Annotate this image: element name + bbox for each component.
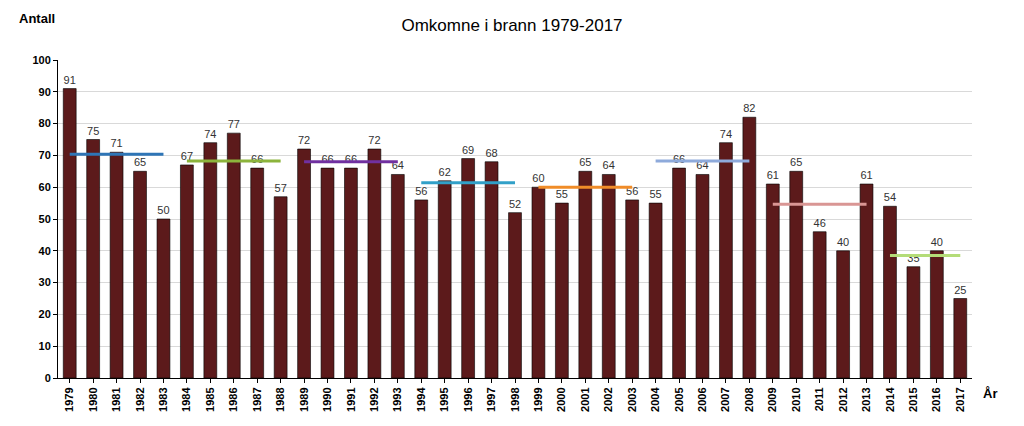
svg-text:64: 64 (603, 159, 615, 171)
svg-text:66: 66 (251, 153, 263, 165)
svg-text:1980: 1980 (87, 387, 99, 411)
svg-text:År: År (983, 386, 997, 401)
svg-text:35: 35 (907, 252, 919, 264)
svg-text:1999: 1999 (532, 387, 544, 411)
svg-text:25: 25 (954, 284, 966, 296)
svg-text:1993: 1993 (391, 387, 403, 411)
svg-text:69: 69 (462, 144, 474, 156)
svg-text:71: 71 (110, 137, 122, 149)
svg-text:90: 90 (39, 86, 51, 98)
svg-text:2015: 2015 (907, 387, 919, 411)
svg-text:55: 55 (649, 188, 661, 200)
svg-text:2017: 2017 (954, 387, 966, 411)
svg-text:1985: 1985 (204, 387, 216, 411)
svg-text:66: 66 (345, 153, 357, 165)
svg-text:56: 56 (626, 185, 638, 197)
svg-text:75: 75 (87, 125, 99, 137)
svg-text:10: 10 (39, 340, 51, 352)
svg-text:1998: 1998 (509, 387, 521, 411)
svg-text:1988: 1988 (274, 387, 286, 411)
svg-text:1995: 1995 (438, 387, 450, 411)
svg-text:64: 64 (696, 159, 708, 171)
svg-text:1979: 1979 (63, 387, 75, 411)
svg-text:60: 60 (39, 181, 51, 193)
svg-text:52: 52 (509, 198, 521, 210)
svg-text:2004: 2004 (649, 387, 661, 412)
svg-text:70: 70 (39, 149, 51, 161)
svg-text:1996: 1996 (462, 387, 474, 411)
svg-text:66: 66 (673, 153, 685, 165)
svg-text:2007: 2007 (719, 387, 731, 411)
svg-text:0: 0 (45, 372, 51, 384)
svg-text:66: 66 (321, 153, 333, 165)
svg-text:74: 74 (720, 128, 732, 140)
svg-text:91: 91 (64, 74, 76, 86)
svg-text:2005: 2005 (673, 387, 685, 411)
svg-text:46: 46 (814, 217, 826, 229)
svg-text:2013: 2013 (860, 387, 872, 411)
svg-text:2009: 2009 (766, 387, 778, 411)
svg-text:55: 55 (556, 188, 568, 200)
svg-text:1994: 1994 (415, 387, 427, 412)
svg-text:2012: 2012 (837, 387, 849, 411)
svg-text:2016: 2016 (930, 387, 942, 411)
svg-text:57: 57 (275, 182, 287, 194)
svg-text:40: 40 (39, 245, 51, 257)
svg-text:62: 62 (439, 166, 451, 178)
svg-text:1983: 1983 (157, 387, 169, 411)
svg-text:2008: 2008 (743, 387, 755, 411)
svg-text:1992: 1992 (368, 387, 380, 411)
svg-text:68: 68 (485, 147, 497, 159)
svg-text:61: 61 (860, 169, 872, 181)
svg-text:2006: 2006 (696, 387, 708, 411)
svg-text:50: 50 (39, 213, 51, 225)
svg-text:30: 30 (39, 276, 51, 288)
svg-text:82: 82 (743, 102, 755, 114)
svg-text:65: 65 (579, 156, 591, 168)
svg-text:2000: 2000 (555, 387, 567, 411)
svg-text:72: 72 (298, 134, 310, 146)
svg-text:20: 20 (39, 308, 51, 320)
svg-text:60: 60 (532, 172, 544, 184)
svg-text:40: 40 (837, 236, 849, 248)
svg-text:67: 67 (181, 150, 193, 162)
svg-text:Omkomne i brann 1979-2017: Omkomne i brann 1979-2017 (401, 16, 622, 35)
svg-text:50: 50 (157, 204, 169, 216)
svg-text:2002: 2002 (602, 387, 614, 411)
svg-text:77: 77 (228, 118, 240, 130)
svg-text:1989: 1989 (298, 387, 310, 411)
svg-text:40: 40 (931, 236, 943, 248)
svg-text:54: 54 (884, 191, 896, 203)
svg-text:1982: 1982 (134, 387, 146, 411)
svg-text:1991: 1991 (345, 387, 357, 411)
svg-text:2010: 2010 (790, 387, 802, 411)
svg-text:1986: 1986 (227, 387, 239, 411)
svg-text:2003: 2003 (626, 387, 638, 411)
svg-text:65: 65 (134, 156, 146, 168)
svg-text:80: 80 (39, 117, 51, 129)
svg-text:1987: 1987 (251, 387, 263, 411)
svg-text:Antall: Antall (19, 11, 55, 26)
svg-text:2001: 2001 (579, 387, 591, 411)
svg-text:2011: 2011 (813, 387, 825, 411)
svg-text:1990: 1990 (321, 387, 333, 411)
svg-text:64: 64 (392, 159, 404, 171)
svg-text:72: 72 (368, 134, 380, 146)
svg-text:1984: 1984 (180, 387, 192, 412)
svg-text:1997: 1997 (485, 387, 497, 411)
svg-text:1981: 1981 (110, 387, 122, 411)
svg-text:56: 56 (415, 185, 427, 197)
svg-text:2014: 2014 (884, 387, 896, 412)
svg-text:100: 100 (32, 54, 50, 66)
svg-text:61: 61 (767, 169, 779, 181)
svg-text:65: 65 (790, 156, 802, 168)
svg-text:74: 74 (204, 128, 216, 140)
